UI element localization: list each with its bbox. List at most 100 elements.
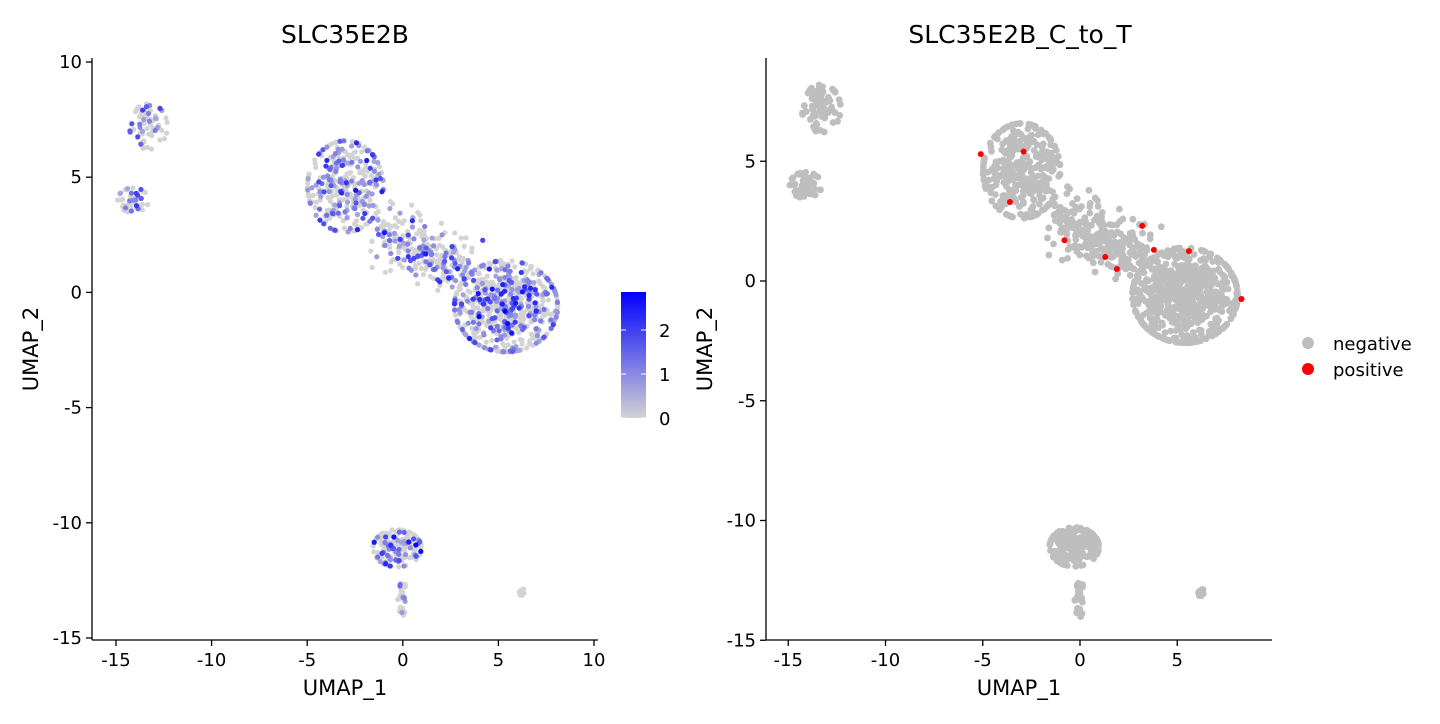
data-point bbox=[367, 197, 373, 203]
data-point bbox=[460, 292, 466, 298]
data-point-positive bbox=[1139, 222, 1146, 229]
data-point bbox=[420, 271, 427, 278]
data-point-negative bbox=[1105, 235, 1113, 243]
x-tick-label: -15 bbox=[101, 650, 130, 671]
y-tick-label: -5 bbox=[64, 398, 82, 419]
data-point bbox=[398, 588, 404, 594]
data-point bbox=[538, 318, 544, 324]
data-point bbox=[534, 291, 540, 297]
data-point-negative bbox=[1207, 320, 1215, 328]
data-point bbox=[313, 164, 319, 171]
data-point bbox=[436, 235, 442, 241]
y-tick-label: 5 bbox=[71, 167, 82, 188]
data-point bbox=[485, 305, 491, 312]
data-point-positive bbox=[1185, 248, 1192, 255]
data-point bbox=[129, 121, 135, 127]
data-point bbox=[540, 298, 546, 304]
x-tick-label: -15 bbox=[774, 650, 803, 671]
data-point bbox=[477, 296, 483, 303]
data-point bbox=[392, 223, 398, 229]
data-point-negative bbox=[1012, 144, 1020, 151]
data-point bbox=[387, 237, 393, 244]
data-point bbox=[529, 306, 535, 312]
data-point bbox=[422, 266, 429, 272]
data-point bbox=[349, 159, 355, 165]
data-point-negative bbox=[825, 95, 833, 102]
data-point bbox=[320, 174, 327, 180]
data-point bbox=[519, 260, 525, 266]
data-point bbox=[382, 540, 388, 546]
data-point bbox=[385, 552, 391, 559]
data-point-negative bbox=[1148, 308, 1156, 316]
data-point-negative bbox=[1112, 250, 1120, 258]
data-point bbox=[392, 238, 398, 244]
data-point-negative bbox=[1156, 250, 1164, 257]
data-point-negative bbox=[1089, 249, 1096, 257]
data-point bbox=[553, 292, 559, 298]
data-point bbox=[373, 177, 379, 183]
data-point bbox=[456, 307, 462, 313]
data-point bbox=[370, 202, 376, 208]
data-point-negative bbox=[1045, 251, 1053, 259]
data-point bbox=[323, 163, 329, 169]
data-point bbox=[502, 308, 508, 314]
data-point bbox=[475, 277, 481, 283]
data-point bbox=[440, 244, 446, 250]
data-point bbox=[152, 127, 158, 134]
data-point-negative bbox=[1161, 287, 1168, 295]
data-point bbox=[144, 144, 151, 151]
data-point bbox=[164, 130, 170, 136]
data-point-negative bbox=[1139, 252, 1147, 260]
data-point-negative bbox=[1232, 280, 1240, 287]
data-point bbox=[543, 291, 550, 297]
data-point bbox=[446, 275, 452, 281]
data-point-negative bbox=[1119, 245, 1126, 253]
data-point-negative bbox=[1020, 198, 1027, 206]
data-point bbox=[469, 325, 475, 331]
data-point-negative bbox=[1098, 246, 1106, 253]
data-point-negative bbox=[1089, 259, 1097, 267]
data-point-negative bbox=[1036, 151, 1044, 158]
data-point-negative bbox=[1005, 192, 1013, 200]
data-point bbox=[351, 149, 357, 156]
data-point bbox=[339, 190, 345, 196]
data-point bbox=[397, 236, 403, 242]
data-point bbox=[369, 238, 375, 244]
data-point bbox=[508, 312, 514, 318]
data-point-negative bbox=[1200, 255, 1208, 262]
data-point bbox=[484, 273, 490, 279]
data-point-negative bbox=[1129, 284, 1137, 292]
data-point bbox=[530, 271, 536, 277]
data-point-negative bbox=[1078, 203, 1085, 210]
data-point bbox=[385, 221, 391, 227]
data-point bbox=[438, 220, 445, 226]
data-point bbox=[324, 144, 330, 150]
data-point bbox=[138, 186, 144, 193]
data-point bbox=[400, 605, 406, 611]
data-point bbox=[388, 542, 394, 548]
data-point-negative bbox=[1181, 322, 1188, 330]
data-point bbox=[347, 225, 353, 232]
x-tick-label: -5 bbox=[298, 650, 316, 671]
data-point-negative bbox=[1051, 200, 1058, 208]
data-point-negative bbox=[1162, 266, 1169, 274]
data-point-negative bbox=[1172, 254, 1180, 262]
data-point-negative bbox=[1091, 268, 1099, 276]
y-tick-label: -10 bbox=[727, 511, 756, 532]
data-point bbox=[387, 563, 393, 569]
data-point-negative bbox=[1208, 272, 1216, 280]
data-point-negative bbox=[1007, 212, 1015, 220]
data-point bbox=[354, 212, 361, 218]
data-point bbox=[518, 269, 524, 276]
data-point bbox=[525, 303, 532, 309]
data-point-negative bbox=[1175, 263, 1182, 271]
data-point-negative bbox=[1062, 528, 1070, 536]
data-point-negative bbox=[812, 120, 820, 127]
data-point bbox=[452, 312, 459, 318]
data-point-negative bbox=[804, 89, 812, 97]
data-point bbox=[340, 197, 346, 203]
data-point bbox=[494, 308, 500, 314]
data-point-negative bbox=[1097, 236, 1105, 244]
data-point bbox=[466, 335, 473, 342]
data-point bbox=[354, 227, 361, 233]
